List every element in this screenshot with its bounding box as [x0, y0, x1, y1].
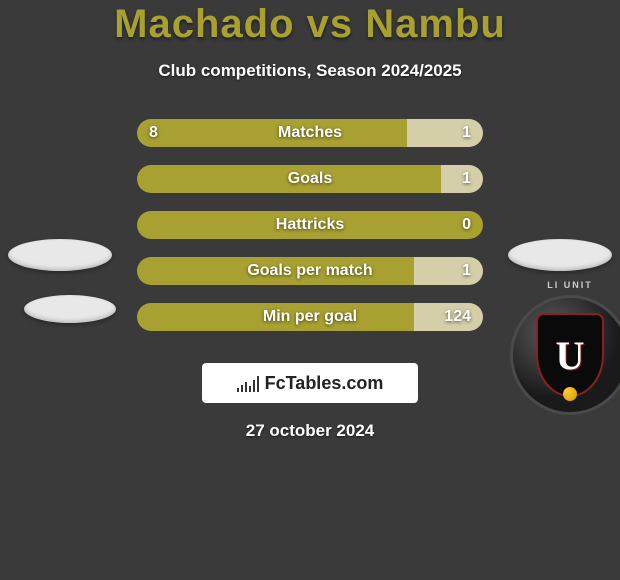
stat-bar: Goals 1 [137, 165, 483, 193]
stat-right-value: 1 [462, 262, 471, 280]
stat-right-value: 0 [462, 216, 471, 234]
stat-right-value: 1 [462, 170, 471, 188]
fctables-watermark: FcTables.com [202, 363, 418, 403]
subtitle: Club competitions, Season 2024/2025 [0, 61, 620, 81]
stat-row: Matches 8 1 [0, 119, 620, 147]
stat-row: Hattricks 0 [0, 211, 620, 239]
stat-bar: Goals per match 1 [137, 257, 483, 285]
stat-label: Goals per match [247, 262, 372, 280]
bar-right-segment [414, 257, 483, 285]
badge-ball-icon [563, 387, 577, 401]
bar-left-segment [137, 119, 407, 147]
stat-label: Goals [288, 170, 332, 188]
stat-label: Hattricks [276, 216, 344, 234]
stats-area: LI UNIT U Matches81Goals1Hattricks0Goals… [0, 119, 620, 331]
badge-letter: U [556, 332, 585, 379]
stat-label: Min per goal [263, 308, 357, 326]
stat-bar: Min per goal 124 [137, 303, 483, 331]
stat-row: Goals per match 1 [0, 257, 620, 285]
stat-row: Goals 1 [0, 165, 620, 193]
stat-row: Min per goal 124 [0, 303, 620, 331]
stat-bar: Matches 8 1 [137, 119, 483, 147]
bar-chart-icon [237, 374, 259, 392]
page-title: Machado vs Nambu [0, 2, 620, 47]
fctables-label: FcTables.com [265, 373, 384, 394]
date-text: 27 october 2024 [0, 421, 620, 441]
stat-right-value: 1 [462, 124, 471, 142]
stat-left-value: 8 [149, 124, 158, 142]
stat-bar: Hattricks 0 [137, 211, 483, 239]
stat-label: Matches [278, 124, 342, 142]
stat-right-value: 124 [444, 308, 471, 326]
bar-right-segment [407, 119, 483, 147]
